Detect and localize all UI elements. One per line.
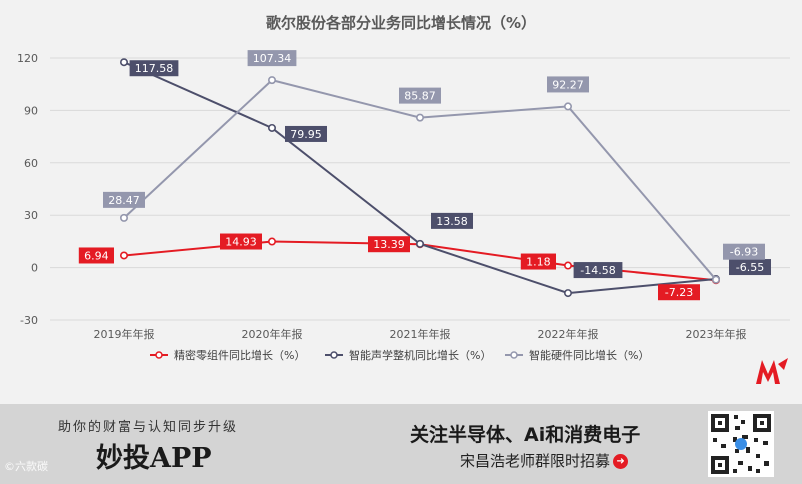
x-tick-label: 2019年年报 [94, 327, 155, 341]
data-point [711, 275, 720, 284]
data-label-bg [247, 50, 297, 67]
data-label: -6.55 [736, 261, 764, 274]
data-label-bg [723, 243, 765, 260]
legend-marker [155, 351, 163, 359]
chart-title: 歌尔股份各部分业务同比增长情况（%） [266, 14, 536, 32]
data-label: -7.23 [665, 286, 693, 299]
data-label: 13.39 [373, 238, 405, 251]
app-name[interactable]: 妙投APP [96, 443, 212, 474]
x-tick-label: 2021年年报 [390, 327, 451, 341]
legend: 精密零组件同比增长（%） 智能声学整机同比增长（%） 智能硬件同比增长（%） [150, 348, 649, 362]
y-tick-label: 0 [31, 262, 38, 275]
recruit-text[interactable]: 宋昌浩老师群限时招募 ➜ [460, 450, 629, 471]
legend-marker [510, 351, 518, 359]
data-label-bg [547, 76, 589, 93]
data-label-bg [658, 284, 700, 301]
data-label-bg [431, 212, 473, 229]
data-labels: 6.94 14.93 13.39 1.18 -7.23 117.58 79.95 13.58 -… [78, 50, 771, 301]
data-label: 28.47 [108, 194, 140, 207]
data-label: 92.27 [552, 78, 584, 91]
data-label-bg [573, 262, 623, 279]
data-label: 6.94 [84, 249, 109, 262]
data-label-bg [399, 87, 441, 104]
data-point [415, 239, 424, 248]
data-label-bg [129, 60, 179, 77]
y-tick-label: 120 [17, 52, 38, 65]
watermark: ©六款碳 [4, 460, 48, 473]
data-point [120, 213, 129, 222]
line-chart: 歌尔股份各部分业务同比增长情况（%） 120 90 60 30 0 -30 2019年年报… [17, 14, 790, 362]
data-point [415, 113, 424, 122]
arrow-right-icon: ➜ [613, 454, 629, 469]
promo-banner [0, 404, 802, 484]
qr-code-icon[interactable] [708, 411, 774, 477]
data-label: 79.95 [290, 128, 322, 141]
x-tick-label: 2022年年报 [538, 327, 599, 341]
data-label-bg [520, 253, 556, 270]
follow-text: 关注半导体、Ai和消费电子 [410, 424, 641, 446]
x-axis: 2019年年报 2020年年报 2021年年报 2022年年报 2023年年报 [94, 327, 747, 341]
data-label: -6.93 [730, 246, 758, 259]
data-label: 1.18 [526, 256, 551, 269]
x-tick-label: 2023年年报 [686, 327, 747, 341]
data-point [563, 289, 572, 298]
data-label-bg [285, 125, 327, 142]
legend-marker [330, 351, 338, 359]
brand-logo-icon [756, 358, 788, 384]
y-tick-label: -30 [20, 314, 38, 327]
data-label: 107.34 [253, 52, 292, 65]
y-tick-label: 30 [24, 209, 38, 222]
data-label: 117.58 [135, 62, 174, 75]
data-point [120, 58, 129, 67]
data-label: 13.58 [436, 215, 468, 228]
grid [50, 57, 790, 321]
data-label-bg [103, 191, 145, 208]
banner-slogan: 助你的财富与认知同步升级 [58, 420, 239, 435]
data-label: 14.93 [225, 236, 257, 249]
data-point [563, 102, 572, 111]
y-axis: 120 90 60 30 0 -30 [17, 52, 38, 327]
x-tick-label: 2020年年报 [242, 327, 303, 341]
data-point [267, 123, 276, 132]
data-point [267, 76, 276, 85]
data-label: 85.87 [404, 90, 436, 103]
recruit-label: 宋昌浩老师群限时招募 [460, 452, 611, 470]
data-label-bg [220, 233, 262, 250]
data-label-bg [368, 236, 410, 253]
data-label-bg [729, 259, 771, 276]
y-tick-label: 90 [24, 104, 38, 117]
legend-label: 智能声学整机同比增长（%） [349, 348, 491, 362]
data-label: -14.58 [580, 264, 615, 277]
legend-label: 精密零组件同比增长（%） [174, 348, 305, 362]
data-point [120, 251, 129, 260]
data-point [563, 261, 572, 270]
y-tick-label: 60 [24, 157, 38, 170]
data-point [267, 237, 276, 246]
legend-label: 智能硬件同比增长（%） [529, 348, 649, 362]
data-label-bg [78, 247, 114, 264]
